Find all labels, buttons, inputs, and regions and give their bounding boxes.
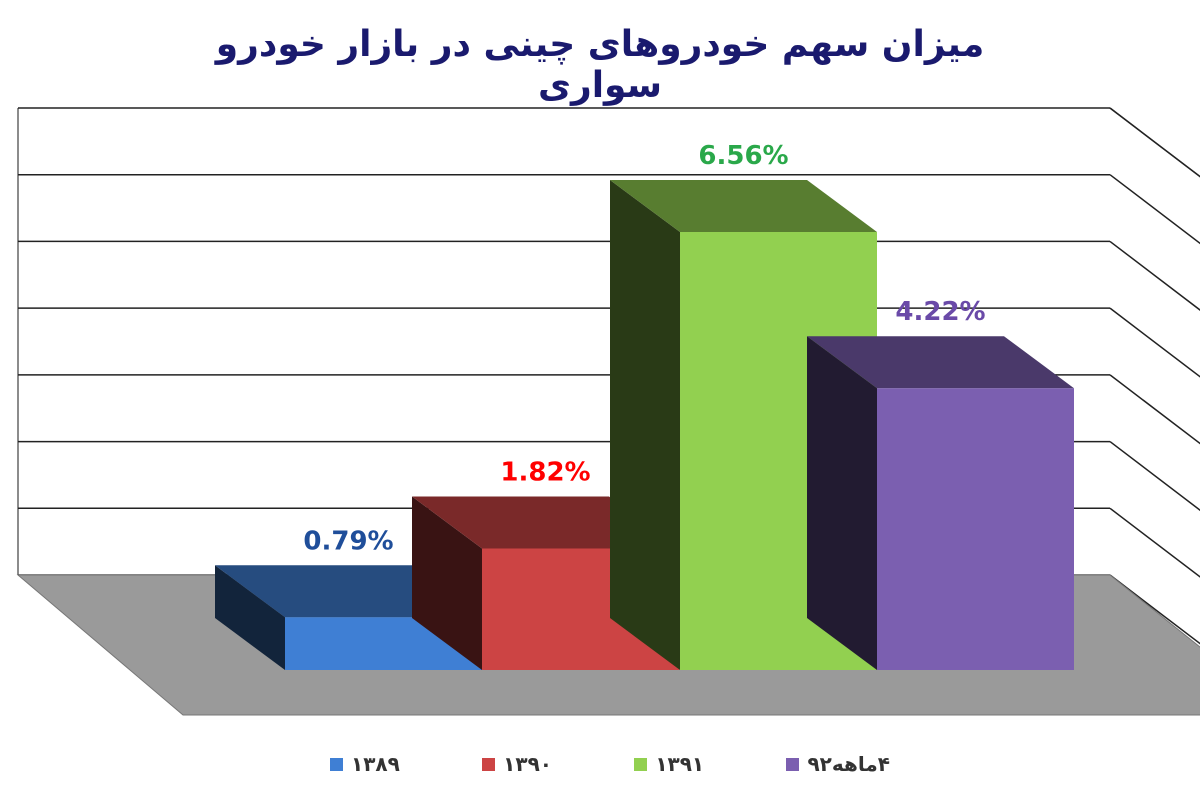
chart-title: میزان سهم خودروهای چینی در بازار خودرو س… [215, 24, 985, 106]
bar-top [807, 336, 1074, 389]
gridline-side [1109, 374, 1200, 445]
bar-front [877, 388, 1074, 670]
legend-label: ۱۳۹۰ [503, 752, 552, 776]
legend-label: ۱۳۸۹ [351, 752, 400, 776]
bar [807, 336, 1074, 670]
side-wall-edge [1109, 107, 1200, 178]
gridline-side [1109, 107, 1200, 178]
gridline-side [1109, 440, 1200, 512]
gridline-side [1109, 174, 1200, 245]
legend-item: ۱۳۹۰ [482, 752, 552, 776]
data-label: 6.56% [698, 141, 788, 171]
bar-side [412, 496, 482, 670]
bar-side [215, 565, 285, 670]
bar-side [807, 336, 877, 670]
bar-side [610, 180, 680, 670]
gridline-side [1109, 307, 1200, 378]
legend-swatch [330, 757, 343, 771]
legend-item: ۱۳۸۹ [330, 752, 400, 776]
legend-label: ۱۳۹۱ [655, 752, 705, 776]
legend-swatch [482, 757, 496, 771]
legend-item: ۴ماهه۹۲ [786, 752, 890, 776]
legend-swatch [786, 757, 800, 771]
legend-item: ۱۳۹۱ [634, 752, 704, 776]
bar-top [610, 180, 877, 232]
chart-legend: ۱۳۸۹ ۱۳۹۰ ۱۳۹۱ ۴ماهه۹۲ [330, 752, 890, 776]
data-label: 0.79% [303, 526, 393, 556]
data-label: 1.82% [500, 457, 590, 487]
legend-swatch [634, 757, 648, 771]
gridline-side [1109, 507, 1200, 578]
data-label: 4.22% [895, 297, 985, 327]
gridline-side [1109, 574, 1200, 645]
legend-label: ۴ماهه۹۲ [807, 752, 890, 776]
gridline-side [1109, 240, 1200, 311]
